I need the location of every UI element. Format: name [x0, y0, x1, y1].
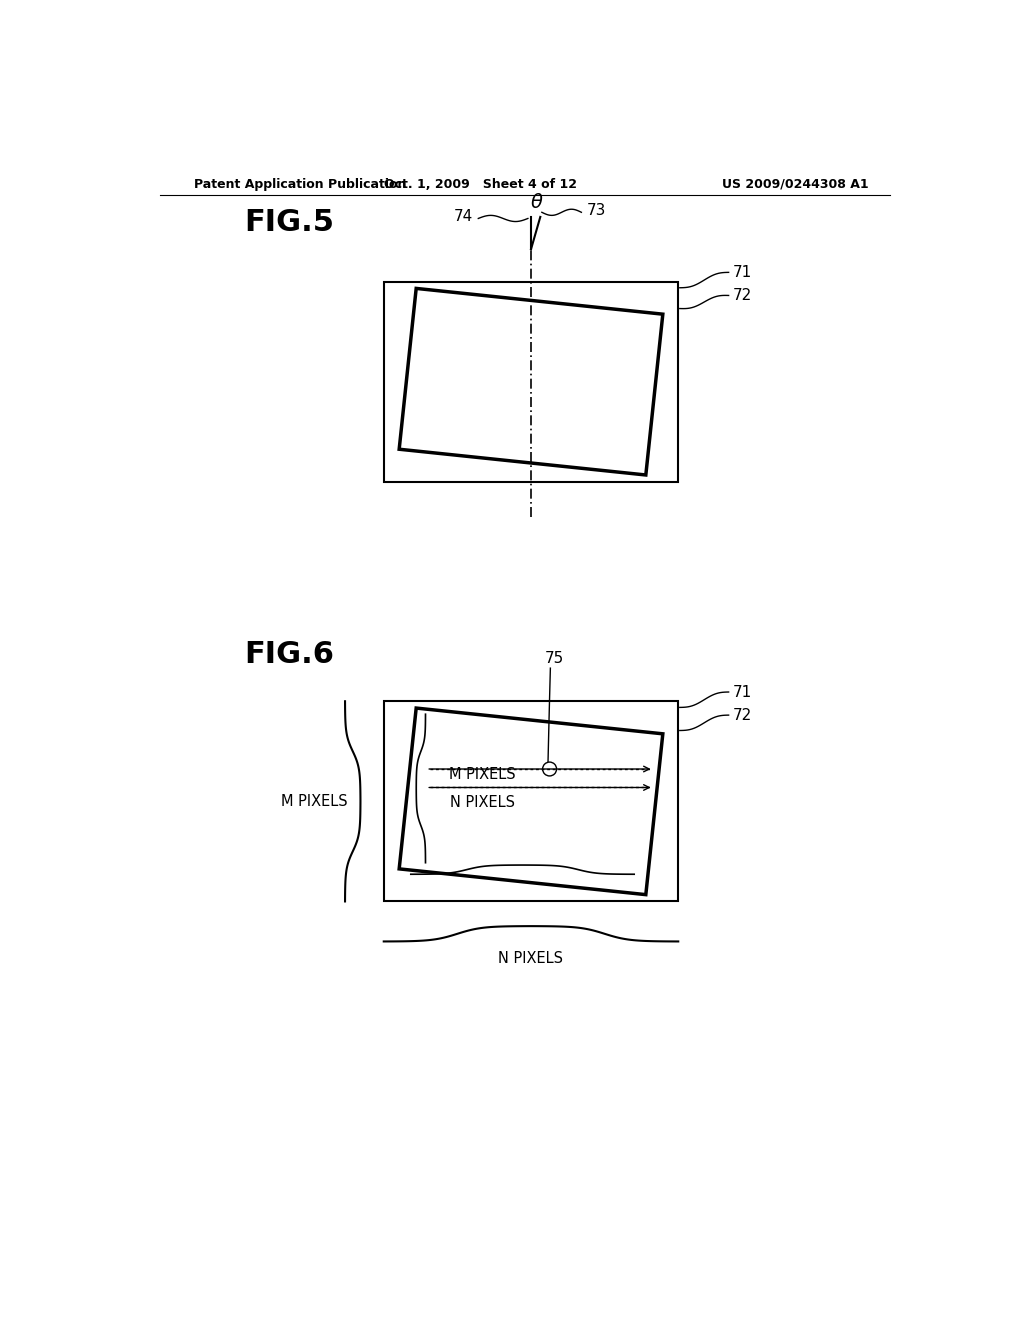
Text: N PIXELS: N PIXELS: [450, 795, 515, 810]
Text: Oct. 1, 2009   Sheet 4 of 12: Oct. 1, 2009 Sheet 4 of 12: [384, 178, 578, 190]
Text: M PIXELS: M PIXELS: [281, 793, 347, 809]
Polygon shape: [399, 288, 663, 475]
Text: Patent Application Publication: Patent Application Publication: [194, 178, 407, 190]
Text: 72: 72: [732, 288, 752, 304]
Polygon shape: [399, 708, 663, 895]
Text: 75: 75: [545, 651, 564, 667]
Bar: [384, 701, 678, 902]
Text: US 2009/0244308 A1: US 2009/0244308 A1: [722, 178, 868, 190]
Text: 71: 71: [732, 685, 752, 700]
Bar: [384, 281, 678, 482]
Text: $\theta$: $\theta$: [530, 193, 544, 213]
Text: FIG.5: FIG.5: [245, 209, 334, 238]
Text: 74: 74: [454, 210, 473, 224]
Text: N PIXELS: N PIXELS: [499, 950, 563, 966]
Text: 72: 72: [732, 708, 752, 722]
Text: 73: 73: [587, 203, 606, 218]
Text: M PIXELS: M PIXELS: [449, 767, 515, 783]
Text: 71: 71: [732, 265, 752, 280]
Text: FIG.6: FIG.6: [245, 640, 334, 669]
